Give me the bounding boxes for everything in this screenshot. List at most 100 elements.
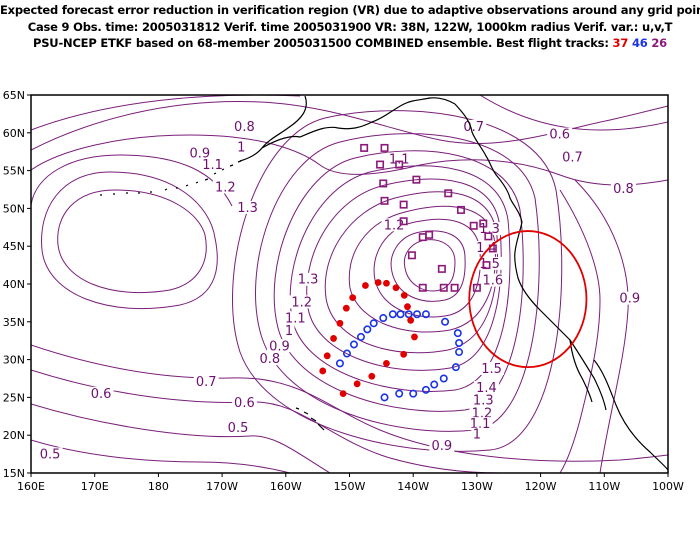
header-line-3: PSU-NCEP ETKF based on 68-member 2005031… bbox=[0, 35, 700, 52]
contour-label: 0.6 bbox=[549, 128, 570, 143]
contour-label-bg bbox=[235, 200, 261, 214]
blue-track-point bbox=[335, 359, 344, 368]
contour-label-bg bbox=[200, 157, 226, 171]
blue-track-count: 46 bbox=[631, 36, 648, 50]
purple-track-point bbox=[425, 230, 434, 239]
lon-tick-label: 170W bbox=[206, 480, 238, 493]
contour-label: 1.5 bbox=[481, 362, 502, 377]
red-track-point bbox=[323, 352, 331, 360]
contour-label-bg bbox=[225, 420, 251, 434]
contour-label-bg bbox=[212, 180, 238, 194]
lon-tick-label: 130W bbox=[461, 480, 493, 493]
purple-track-point bbox=[484, 232, 493, 241]
contour-label-bg bbox=[480, 273, 506, 287]
lat-tick-label: 35N bbox=[3, 316, 25, 329]
purple-track-point bbox=[379, 179, 388, 188]
purple-track-point bbox=[456, 205, 465, 214]
red-track-point bbox=[336, 319, 344, 327]
contour-label: 0.6 bbox=[91, 387, 112, 402]
lon-tick-label: 110W bbox=[588, 480, 620, 493]
purple-track bbox=[360, 143, 497, 292]
blue-track-point bbox=[455, 348, 464, 357]
red-track-point bbox=[353, 380, 361, 388]
british-columbia-coastline bbox=[454, 103, 523, 223]
latitude-axis: 15N 20N 25N 30N 35N 40N 45N 50N 55N 60N 65N bbox=[3, 89, 31, 480]
lat-tick-label: 50N bbox=[3, 202, 25, 215]
contour-label-bg bbox=[471, 427, 483, 441]
contour-label: 1.3 bbox=[473, 394, 494, 409]
contour-label-bg bbox=[461, 120, 487, 134]
purple-track-point bbox=[376, 160, 385, 169]
lon-tick-label: 170E bbox=[81, 480, 109, 493]
contour-label: 0.8 bbox=[260, 352, 281, 367]
blue-track-point bbox=[388, 310, 397, 319]
contour-label: 1.2 bbox=[215, 181, 236, 196]
lon-tick-label: 100W bbox=[652, 480, 684, 493]
blue-track-point bbox=[396, 310, 405, 319]
blue-track-point bbox=[379, 314, 388, 323]
contour-label: 0.9 bbox=[619, 292, 640, 307]
figure-header: Expected forecast error reduction in ver… bbox=[0, 2, 700, 52]
purple-track-point bbox=[380, 143, 389, 152]
us-west-coastline bbox=[514, 221, 607, 411]
contour-label: 0.8 bbox=[234, 120, 255, 135]
lat-tick-label: 60N bbox=[3, 127, 25, 140]
blue-track-point bbox=[421, 310, 430, 319]
contour-label: 1.3 bbox=[237, 201, 258, 216]
red-track-point bbox=[374, 279, 382, 286]
contour-line bbox=[31, 95, 301, 131]
contour-label: 1.3 bbox=[479, 222, 500, 237]
blue-track-point bbox=[395, 389, 404, 398]
contour-label: 0.5 bbox=[228, 421, 249, 436]
contour-line bbox=[479, 95, 668, 131]
red-track-point bbox=[339, 390, 347, 398]
red-track-point bbox=[349, 294, 357, 302]
contour-label: 0.7 bbox=[562, 150, 583, 165]
contour-label-bg bbox=[477, 222, 503, 236]
aleutian-islands bbox=[100, 160, 242, 196]
contour-label-bg bbox=[283, 324, 295, 338]
contour-label-bg bbox=[610, 182, 636, 196]
red-track bbox=[319, 279, 418, 398]
contour-label-bg bbox=[386, 152, 412, 166]
contour-label-bg bbox=[473, 380, 499, 394]
purple-track-point bbox=[399, 217, 408, 226]
header-line-1: Expected forecast error reduction in ver… bbox=[0, 3, 700, 17]
contour-label-bg bbox=[88, 386, 114, 400]
red-track-point bbox=[404, 303, 411, 311]
red-track-point bbox=[330, 335, 337, 342]
red-track-point bbox=[411, 333, 418, 341]
contour-label: 1.2 bbox=[291, 295, 312, 310]
contour-line bbox=[403, 239, 456, 292]
contour-line bbox=[273, 150, 524, 412]
contour-label: 1.2 bbox=[384, 218, 405, 233]
blue-track-point bbox=[455, 338, 464, 347]
lat-tick-label: 40N bbox=[3, 278, 25, 291]
contour-label: 0.9 bbox=[269, 339, 290, 354]
purple-track-point bbox=[395, 160, 404, 169]
purple-track-point bbox=[412, 175, 421, 184]
purple-track-point bbox=[444, 189, 453, 198]
purple-track-point bbox=[407, 251, 416, 260]
contour-label-bg bbox=[231, 120, 257, 134]
lat-tick-label: 45N bbox=[3, 240, 25, 253]
contour-line bbox=[31, 344, 668, 462]
lat-tick-label: 20N bbox=[3, 429, 25, 442]
purple-track-point bbox=[479, 219, 488, 228]
contour-line bbox=[57, 189, 207, 294]
red-track-point bbox=[400, 350, 408, 358]
red-track-point bbox=[368, 372, 376, 380]
contour-label-bg bbox=[467, 417, 493, 431]
lon-tick-label: 180 bbox=[148, 480, 169, 493]
contour-label: 1.4 bbox=[476, 381, 497, 396]
contour-line bbox=[255, 133, 540, 432]
contour-label: 1.3 bbox=[298, 273, 319, 288]
blue-track-point bbox=[451, 363, 460, 372]
contour-label-bg bbox=[231, 395, 257, 409]
contour-label-bg bbox=[429, 439, 455, 453]
red-track-point bbox=[392, 284, 400, 292]
blue-track-point bbox=[439, 374, 448, 383]
contour-line bbox=[31, 134, 668, 186]
blue-track-point bbox=[380, 393, 389, 402]
